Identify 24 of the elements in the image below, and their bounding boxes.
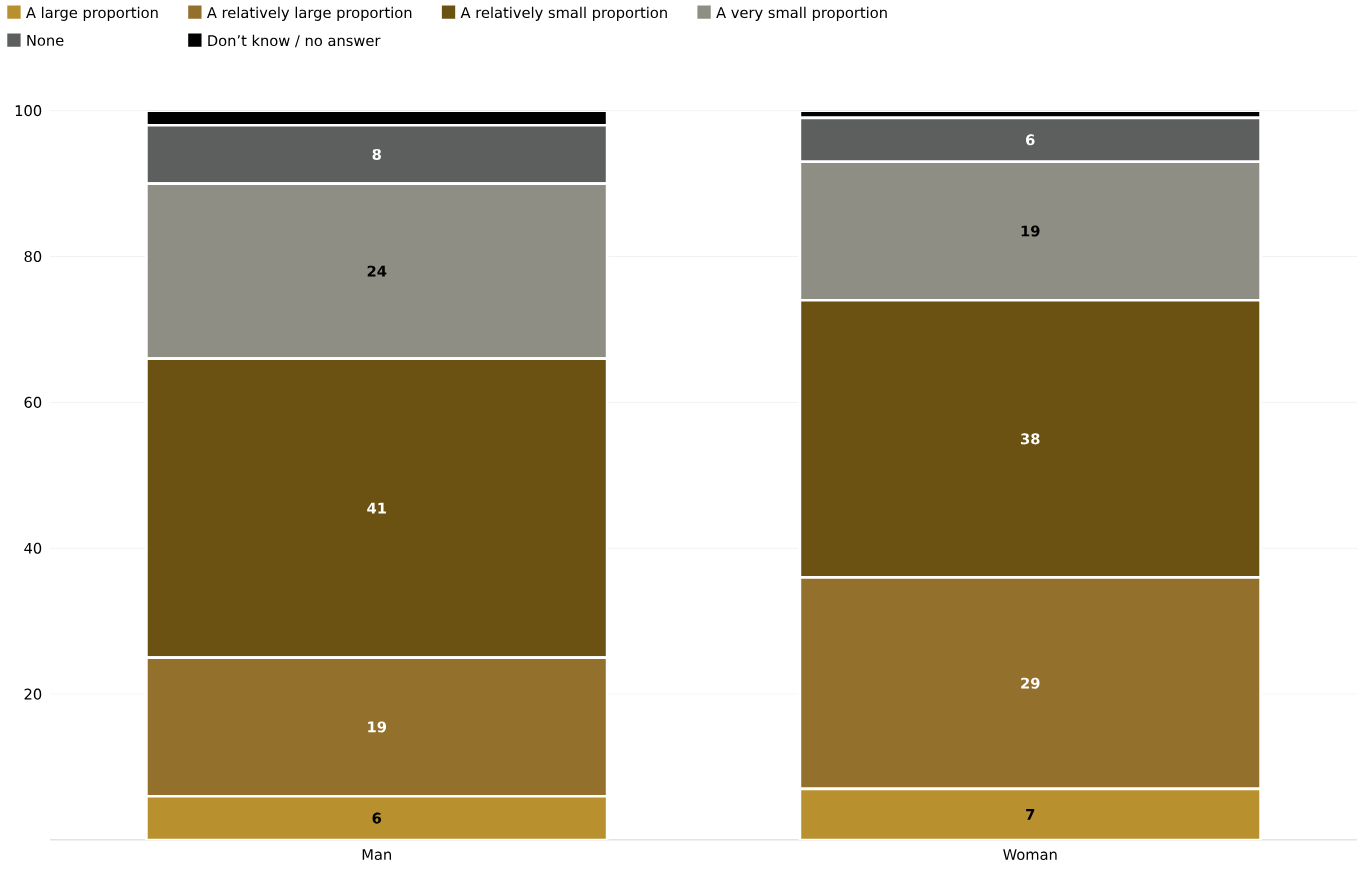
data-label: 19	[368, 721, 387, 733]
legend-label: A relatively large proportion	[206, 6, 412, 21]
data-label: 24	[367, 265, 387, 277]
y-tick-label: 80	[24, 250, 42, 263]
legend-label: A relatively small proportion	[460, 6, 667, 21]
y-tick-label: 60	[24, 396, 42, 408]
data-label: 8	[372, 148, 381, 160]
data-label: 38	[1021, 433, 1040, 445]
data-label: 6	[1026, 134, 1035, 146]
legend-label: A large proportion	[26, 6, 158, 21]
legend-label: A very small proportion	[716, 6, 887, 21]
bar	[798, 787, 1262, 840]
data-label: 6	[372, 812, 382, 824]
y-tick-label: 20	[24, 688, 42, 700]
y-tick-label: 40	[24, 542, 42, 554]
data-label: 29	[1021, 677, 1040, 689]
x-tick-label: Woman	[1003, 849, 1057, 861]
legend-label: Don’t know / no answer	[208, 34, 381, 48]
data-label: 19	[1021, 225, 1040, 237]
y-tick-label: 100	[15, 105, 42, 117]
legend-label: None	[27, 34, 64, 46]
data-label: 41	[367, 502, 386, 514]
data-label: 7	[1026, 809, 1035, 820]
x-tick-label: Man	[362, 849, 391, 861]
